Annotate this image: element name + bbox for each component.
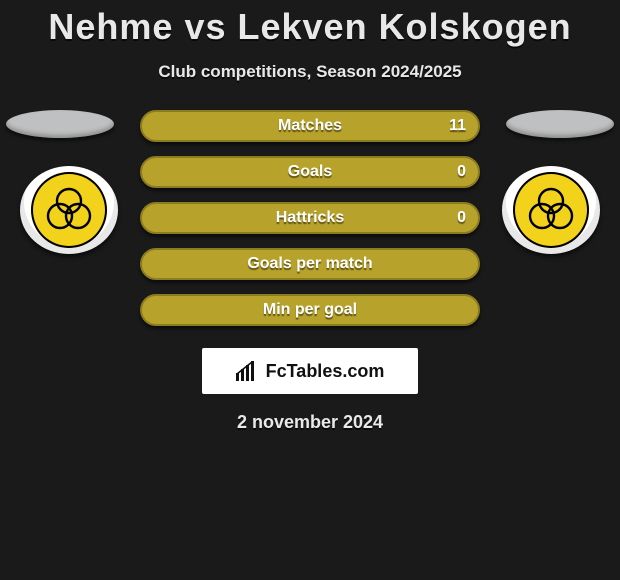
comparison-panel: Matches 11 Goals 0 Hattricks 0 Goals per… bbox=[0, 110, 620, 433]
stat-row-min-per-goal: Min per goal bbox=[140, 294, 480, 326]
stats-list: Matches 11 Goals 0 Hattricks 0 Goals per… bbox=[140, 110, 480, 326]
stat-label: Matches bbox=[278, 117, 342, 135]
stat-value: 0 bbox=[457, 204, 466, 232]
stat-row-goals-per-match: Goals per match bbox=[140, 248, 480, 280]
club-logo-icon bbox=[31, 172, 107, 248]
stat-value: 0 bbox=[457, 158, 466, 186]
stat-value: 11 bbox=[449, 112, 466, 140]
left-club-badge bbox=[20, 166, 118, 254]
chart-bars-icon bbox=[236, 361, 260, 381]
stat-label: Goals per match bbox=[247, 255, 372, 273]
page-title: Nehme vs Lekven Kolskogen bbox=[0, 0, 620, 48]
club-logo-icon bbox=[513, 172, 589, 248]
stat-label: Min per goal bbox=[263, 301, 357, 319]
stat-row-hattricks: Hattricks 0 bbox=[140, 202, 480, 234]
left-player-oval bbox=[6, 110, 114, 138]
brand-text: FcTables.com bbox=[266, 361, 385, 382]
subtitle: Club competitions, Season 2024/2025 bbox=[0, 62, 620, 82]
brand-box[interactable]: FcTables.com bbox=[202, 348, 418, 394]
right-club-badge bbox=[502, 166, 600, 254]
right-player-oval bbox=[506, 110, 614, 138]
stat-label: Hattricks bbox=[276, 209, 344, 227]
stat-label: Goals bbox=[288, 163, 332, 181]
snapshot-date: 2 november 2024 bbox=[0, 412, 620, 433]
stat-row-matches: Matches 11 bbox=[140, 110, 480, 142]
stat-row-goals: Goals 0 bbox=[140, 156, 480, 188]
